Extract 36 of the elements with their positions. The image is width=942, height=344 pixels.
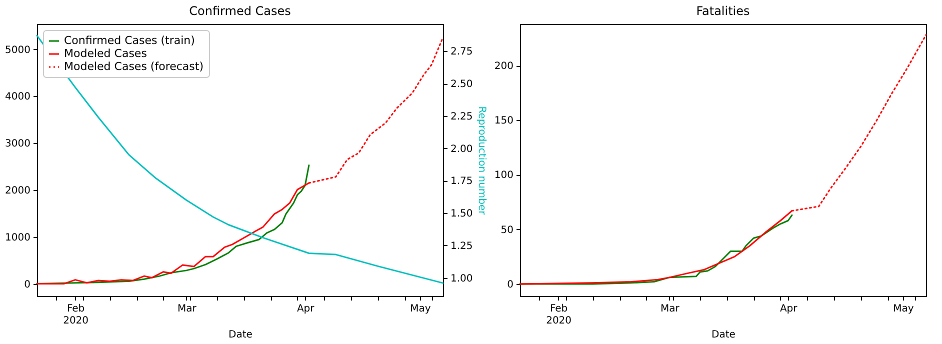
- y2-tick-label: 2.25: [450, 111, 473, 122]
- legend-label: Modeled Cases (forecast): [64, 60, 204, 73]
- chart-title: Fatalities: [696, 4, 750, 18]
- y-tick-label: 5000: [5, 44, 30, 56]
- y2-tick-label: 1.25: [450, 240, 473, 252]
- y-tick-label: 2000: [5, 186, 30, 197]
- y2-tick-label: 2.75: [450, 46, 473, 58]
- y-tick-label: 1000: [5, 232, 30, 244]
- y2-axis-title: Reproduction number: [476, 106, 487, 216]
- x-tick-label: Apr: [780, 304, 798, 314]
- y2-tick-label: 1.75: [450, 176, 473, 188]
- y-tick-label: 0: [24, 279, 30, 290]
- line-series: [36, 34, 444, 284]
- x-tick-label: Feb 2020: [546, 304, 572, 326]
- y2-tick-label: 1.00: [450, 273, 473, 284]
- legend-label: Modeled Cases: [64, 47, 148, 60]
- x-tick-label: Mar: [660, 304, 680, 314]
- y-tick-label: 3000: [5, 138, 30, 150]
- x-tick-label: May: [410, 304, 431, 314]
- x-tick-label: Mar: [177, 304, 198, 314]
- y-tick-label: 150: [494, 116, 514, 127]
- legend-label: Confirmed Cases (train): [64, 34, 195, 47]
- x-tick-label: Apr: [296, 304, 316, 314]
- y2-tick-label: 1.50: [450, 208, 473, 220]
- y-tick-label: 100: [494, 170, 514, 182]
- y-tick-label: 50: [500, 224, 514, 236]
- x-axis-title: Date: [712, 330, 736, 340]
- y-tick-label: 0: [507, 279, 514, 290]
- chart-title: Confirmed Cases: [189, 4, 291, 18]
- y-tick-label: 4000: [5, 92, 30, 103]
- y2-tick-label: 2.00: [450, 144, 473, 155]
- x-tick-label: Feb 2020: [63, 304, 89, 326]
- x-axis-title: Date: [228, 330, 252, 340]
- y2-tick-label: 2.50: [450, 79, 473, 90]
- y-tick-label: 200: [494, 61, 514, 72]
- x-tick-label: May: [893, 304, 914, 314]
